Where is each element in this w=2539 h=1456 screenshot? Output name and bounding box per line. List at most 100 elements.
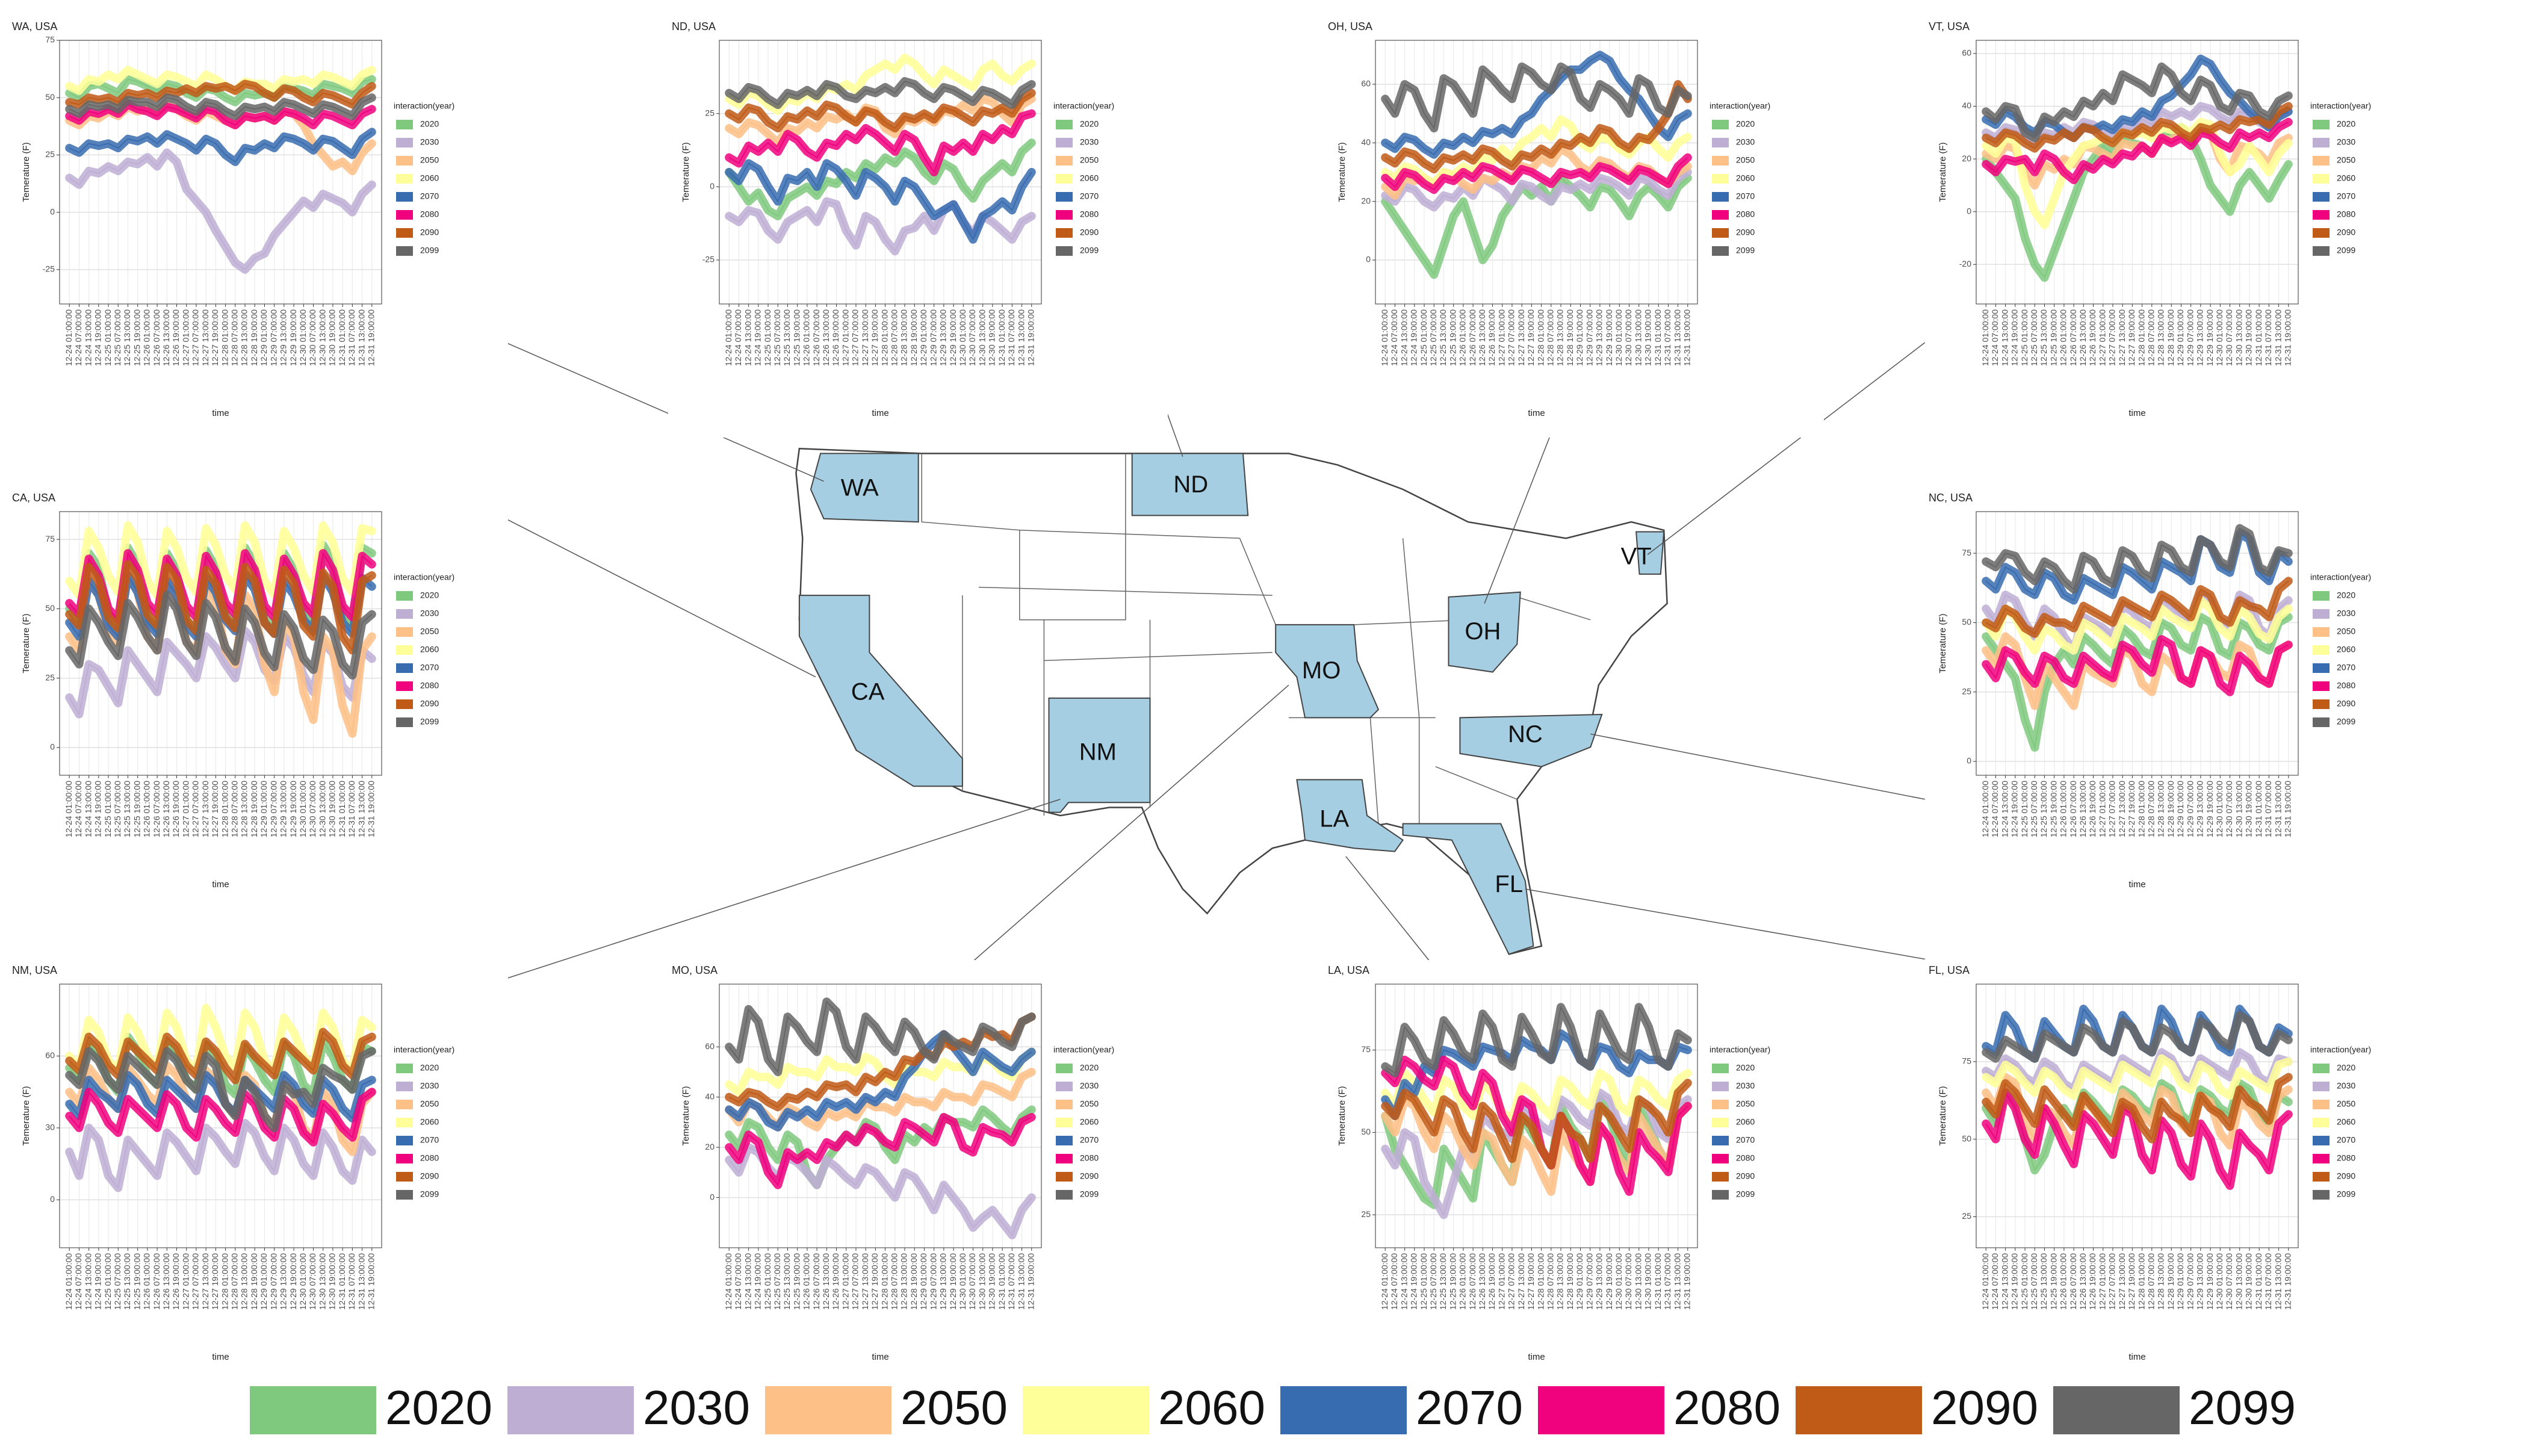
- x-tick-label: 12-25 13:00:00: [1438, 309, 1448, 366]
- x-tick-label: 12-30 07:00:00: [2224, 1253, 2234, 1310]
- x-tick-label: 12-26 19:00:00: [2088, 1253, 2097, 1310]
- x-tick-label: 12-27 13:00:00: [200, 309, 210, 366]
- x-tick-label: 12-31 13:00:00: [1016, 1253, 1026, 1310]
- legend-swatch: [2313, 1100, 2330, 1109]
- x-tick-label: 12-29 13:00:00: [938, 1253, 948, 1310]
- x-tick-label: 12-27 01:00:00: [840, 309, 850, 366]
- y-axis-label: Temerature (F): [1938, 613, 1948, 673]
- legend-swatch: [1056, 192, 1073, 202]
- state-label: NC: [1508, 721, 1543, 748]
- x-tick-label: 12-29 07:00:00: [928, 309, 938, 366]
- legend-swatch: [2313, 192, 2330, 202]
- legend-label: 2030: [1736, 137, 1755, 147]
- x-tick-label: 12-27 07:00:00: [191, 309, 200, 366]
- x-tick-label: 12-27 13:00:00: [200, 781, 210, 837]
- y-tick-label: 20: [1962, 153, 1971, 163]
- legend-swatch: [396, 1190, 413, 1200]
- x-tick-label: 12-27 01:00:00: [840, 1253, 850, 1310]
- x-tick-label: 12-28 13:00:00: [899, 309, 909, 366]
- y-tick-label: 0: [50, 1194, 55, 1204]
- chart-title: LA, USA: [1328, 964, 1369, 976]
- plot-border: [719, 40, 1042, 305]
- x-tick-label: 12-28 13:00:00: [1555, 1253, 1565, 1310]
- chart-title: OH, USA: [1328, 20, 1372, 33]
- x-tick-label: 12-29 07:00:00: [1584, 309, 1594, 366]
- x-tick-label: 12-31 07:00:00: [347, 1253, 356, 1310]
- highlighted-state: [1402, 823, 1534, 955]
- series-line: [1985, 1058, 2289, 1097]
- x-tick-label: 12-29 19:00:00: [2205, 781, 2215, 837]
- x-tick-label: 12-26 07:00:00: [811, 309, 821, 366]
- x-tick-label: 12-27 01:00:00: [181, 1253, 190, 1310]
- x-tick-label: 12-25 13:00:00: [782, 309, 792, 366]
- x-tick-label: 12-28 01:00:00: [1536, 1253, 1545, 1310]
- x-tick-label: 12-26 01:00:00: [2059, 781, 2068, 837]
- x-tick-label: 12-28 07:00:00: [230, 1253, 240, 1310]
- x-tick-label: 12-27 13:00:00: [2117, 1253, 2127, 1310]
- x-tick-label: 12-26 07:00:00: [2068, 1253, 2078, 1310]
- legend-label: 2099: [1736, 1189, 1755, 1199]
- x-tick-label: 12-30 01:00:00: [2215, 309, 2224, 366]
- us-map: WA ND OH VT CA NC NM MO LA FL: [795, 448, 1668, 955]
- x-tick-label: 12-30 19:00:00: [987, 1253, 997, 1310]
- series-line: [1384, 1082, 1688, 1167]
- x-tick-label: 12-28 07:00:00: [230, 781, 240, 837]
- x-tick-label: 12-26 07:00:00: [152, 1253, 161, 1310]
- legend-label: 2099: [1736, 246, 1755, 255]
- y-tick-label: 50: [1361, 1127, 1371, 1136]
- x-tick-label: 12-24 13:00:00: [2000, 309, 2009, 366]
- y-tick-label: 40: [1962, 101, 1971, 110]
- legend-swatch: [396, 627, 413, 637]
- legend-title: interaction(year): [394, 1045, 454, 1055]
- x-tick-label: 12-26 07:00:00: [1468, 309, 1477, 366]
- x-tick-label: 12-24 19:00:00: [753, 1253, 763, 1310]
- x-tick-label: 12-25 13:00:00: [2039, 1253, 2048, 1310]
- x-tick-label: 12-25 19:00:00: [2048, 309, 2058, 366]
- legend-swatch: [1712, 174, 1729, 184]
- x-tick-label: 12-29 01:00:00: [2175, 781, 2185, 837]
- legend-label: 2050: [1736, 155, 1755, 165]
- x-tick-label: 12-25 07:00:00: [113, 1253, 122, 1310]
- legend-label: 2090: [1080, 1171, 1099, 1181]
- x-tick-label: 12-29 01:00:00: [259, 781, 268, 837]
- x-tick-label: 12-26 13:00:00: [161, 1253, 171, 1310]
- legend-label: 2060: [420, 173, 439, 183]
- x-tick-label: 12-28 19:00:00: [249, 781, 259, 837]
- legend-label: 2080: [420, 681, 439, 690]
- legend-label: 2030: [1080, 137, 1099, 147]
- x-tick-label: 12-25 01:00:00: [103, 1253, 113, 1310]
- x-tick-label: 12-24 19:00:00: [2010, 1253, 2020, 1310]
- x-tick-label: 12-30 13:00:00: [2234, 781, 2243, 837]
- x-tick-label: 12-25 19:00:00: [792, 1253, 801, 1310]
- x-tick-label: 12-30 07:00:00: [308, 781, 317, 837]
- legend-label: 2020: [1080, 119, 1099, 129]
- x-axis-label: time: [872, 408, 888, 418]
- series-line: [1985, 1014, 2289, 1060]
- x-tick-label: 12-24 13:00:00: [743, 1253, 752, 1310]
- series-line: [1384, 1071, 1688, 1121]
- series-line: [69, 593, 373, 677]
- connector-line: [1647, 342, 1926, 555]
- x-tick-label: 12-28 13:00:00: [240, 1253, 249, 1310]
- x-tick-label: 12-30 01:00:00: [2215, 781, 2224, 837]
- y-tick-label: 75: [1361, 1044, 1371, 1054]
- legend-label: 2099: [1080, 1189, 1099, 1199]
- legend-label: 2020: [1736, 119, 1755, 129]
- y-axis-label: Temerature (F): [681, 142, 691, 202]
- x-tick-label: 12-30 07:00:00: [2224, 781, 2234, 837]
- legend-swatch: [396, 1136, 413, 1145]
- y-tick-label: 0: [710, 181, 715, 191]
- series-line: [69, 131, 373, 163]
- series-line: [1985, 105, 2289, 149]
- x-tick-label: 12-26 19:00:00: [171, 309, 181, 366]
- x-tick-label: 12-29 07:00:00: [2185, 309, 2195, 366]
- chart-title: VT, USA: [1929, 20, 1970, 33]
- legend-swatch: [1056, 1118, 1073, 1127]
- x-tick-label: 12-27 19:00:00: [210, 1253, 220, 1310]
- legend-swatch: [1712, 120, 1729, 129]
- x-tick-label: 12-25 13:00:00: [1438, 1253, 1448, 1310]
- x-tick-label: 12-30 13:00:00: [2234, 309, 2243, 366]
- state-label: VT: [1621, 543, 1652, 569]
- x-tick-label: 12-25 01:00:00: [103, 781, 113, 837]
